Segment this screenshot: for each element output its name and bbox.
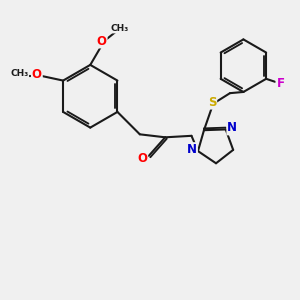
Text: O: O — [97, 34, 106, 47]
Text: N: N — [187, 143, 197, 156]
Text: N: N — [227, 122, 237, 134]
Text: F: F — [277, 76, 284, 89]
Text: O: O — [137, 152, 147, 165]
Text: CH₃: CH₃ — [110, 24, 129, 33]
Text: CH₃: CH₃ — [10, 69, 28, 78]
Text: S: S — [208, 96, 216, 109]
Text: O: O — [32, 68, 42, 81]
